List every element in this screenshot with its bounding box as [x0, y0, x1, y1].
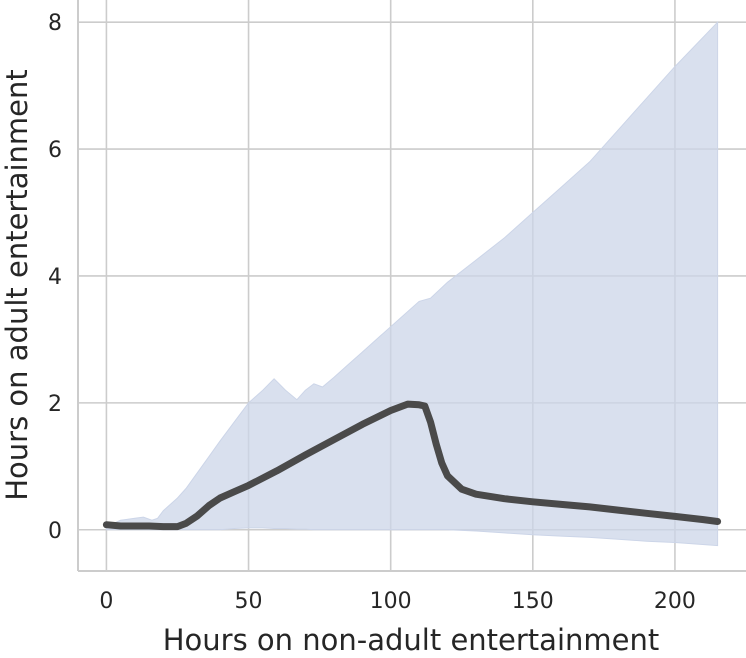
x-axis-label: Hours on non-adult entertainment: [163, 623, 659, 657]
x-tick-label: 50: [235, 589, 263, 614]
confidence-band: [105, 20, 719, 547]
y-tick-label: 2: [48, 392, 62, 417]
x-tick-label: 200: [654, 589, 696, 614]
y-tick-label: 4: [48, 265, 62, 290]
y-tick-label: 0: [48, 519, 62, 544]
y-tick-labels: 0 2 4 6 8: [48, 11, 62, 544]
axis-spines: [77, 0, 746, 572]
x-tick-label: 150: [512, 589, 554, 614]
y-tick-label: 6: [48, 138, 62, 163]
x-tick-labels: 0 50 100 150 200: [99, 589, 696, 614]
trend-line: [102, 400, 722, 531]
x-tick-label: 0: [99, 589, 113, 614]
y-tick-label: 8: [48, 11, 62, 36]
y-axis-label: Hours on adult entertainment: [0, 69, 34, 501]
x-tick-label: 100: [370, 589, 412, 614]
